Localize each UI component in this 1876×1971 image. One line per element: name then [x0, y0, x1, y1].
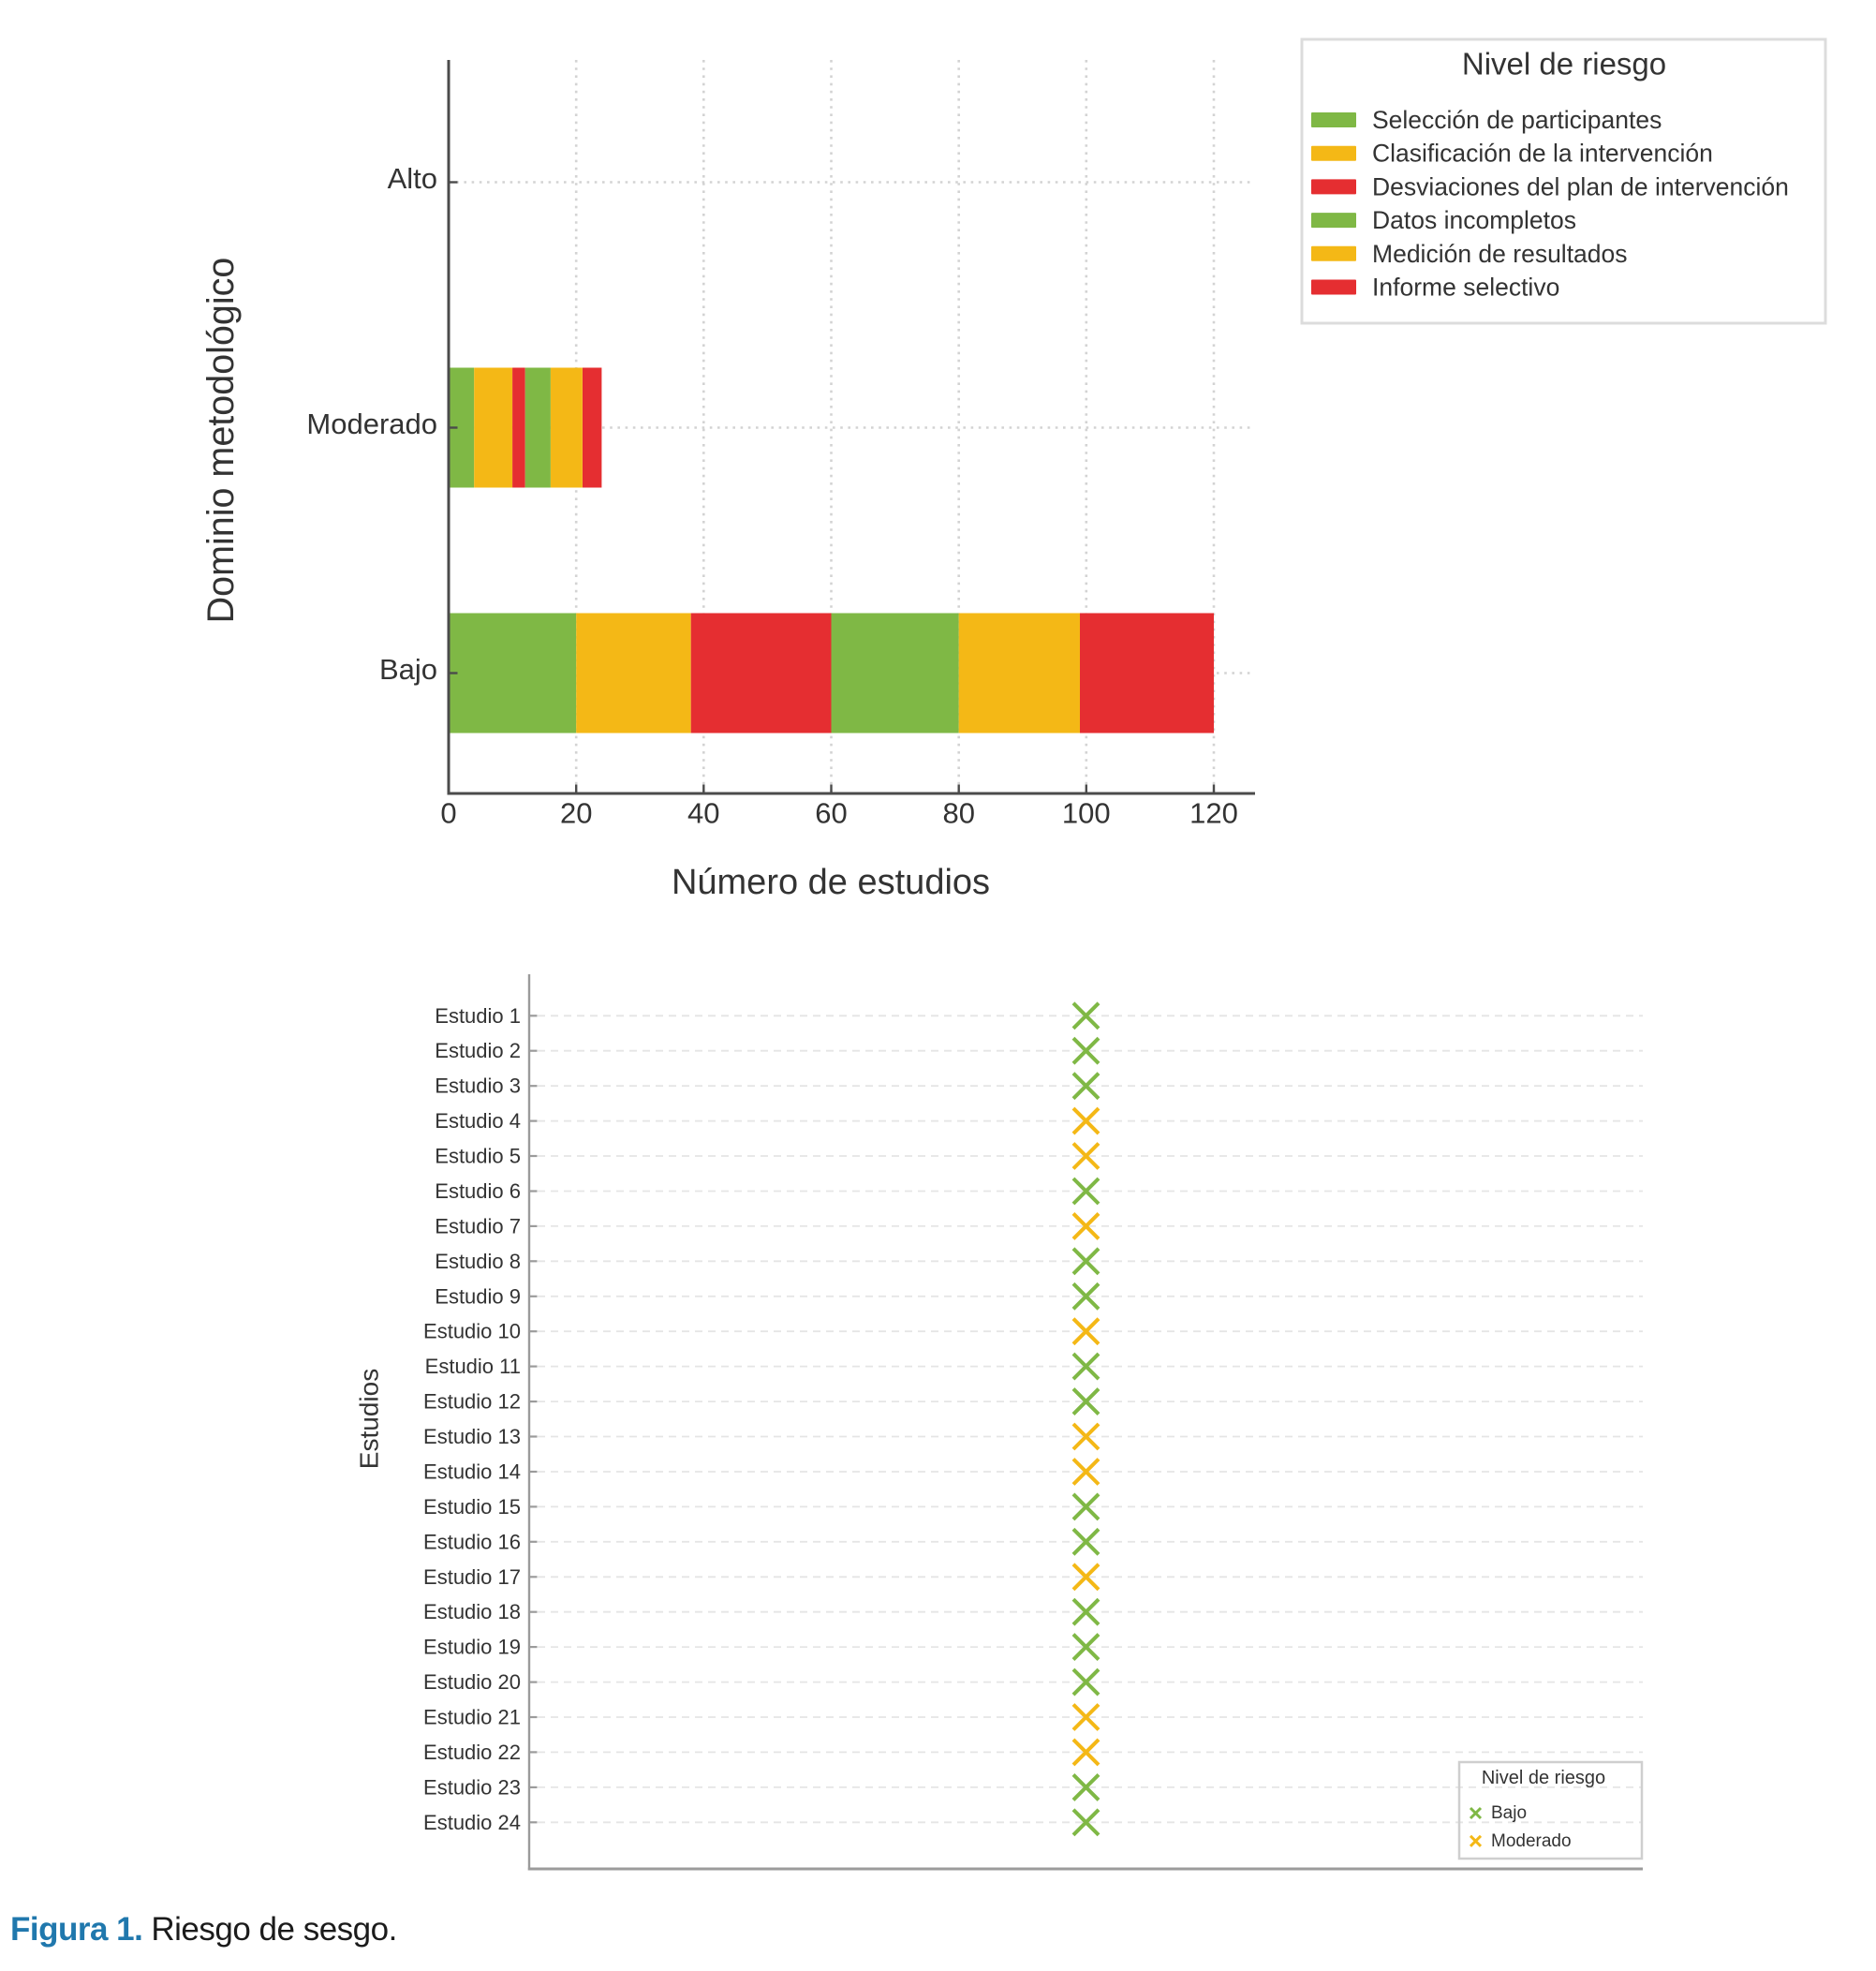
- svg-text:80: 80: [942, 797, 974, 830]
- svg-text:Estudio 3: Estudio 3: [435, 1074, 521, 1098]
- svg-text:Estudio 10: Estudio 10: [423, 1320, 521, 1343]
- svg-text:Estudios: Estudios: [355, 1369, 384, 1469]
- svg-text:40: 40: [687, 797, 719, 830]
- svg-text:Estudio 16: Estudio 16: [423, 1530, 521, 1553]
- svg-text:120: 120: [1189, 797, 1238, 830]
- svg-text:Número de estudios: Número de estudios: [672, 863, 990, 902]
- svg-text:Informe selectivo: Informe selectivo: [1372, 274, 1559, 302]
- svg-text:Dominio metodológico: Dominio metodológico: [200, 258, 242, 624]
- svg-text:Estudio 1: Estudio 1: [435, 1004, 521, 1028]
- svg-text:Desviaciones del plan de inter: Desviaciones del plan de intervención: [1372, 172, 1789, 200]
- svg-text:Estudio 23: Estudio 23: [423, 1775, 521, 1799]
- svg-text:Moderado: Moderado: [306, 408, 437, 440]
- svg-text:Estudio 13: Estudio 13: [423, 1425, 521, 1448]
- svg-text:Bajo: Bajo: [379, 653, 437, 686]
- svg-text:Alto: Alto: [388, 162, 437, 195]
- svg-text:Estudio 11: Estudio 11: [425, 1355, 521, 1378]
- svg-text:Bajo: Bajo: [1491, 1803, 1527, 1823]
- svg-text:Estudio 9: Estudio 9: [435, 1284, 521, 1308]
- svg-text:Estudio 6: Estudio 6: [435, 1179, 521, 1203]
- svg-text:Estudio 20: Estudio 20: [423, 1670, 521, 1694]
- svg-text:Estudio 24: Estudio 24: [423, 1811, 521, 1834]
- svg-text:Nivel de riesgo: Nivel de riesgo: [1482, 1768, 1605, 1788]
- svg-text:Estudio 5: Estudio 5: [435, 1145, 521, 1168]
- svg-text:60: 60: [815, 797, 847, 830]
- svg-text:100: 100: [1062, 797, 1111, 830]
- svg-text:Estudio 18: Estudio 18: [423, 1600, 521, 1623]
- svg-text:Datos incompletos: Datos incompletos: [1372, 206, 1576, 234]
- svg-text:Medición de resultados: Medición de resultados: [1372, 240, 1628, 268]
- svg-text:Moderado: Moderado: [1491, 1831, 1572, 1851]
- svg-text:Estudio 7: Estudio 7: [435, 1214, 521, 1237]
- svg-text:Estudio 12: Estudio 12: [423, 1390, 521, 1414]
- svg-text:Estudio 8: Estudio 8: [435, 1250, 521, 1273]
- svg-text:Estudio 21: Estudio 21: [423, 1706, 521, 1729]
- svg-text:Clasificación de la intervenci: Clasificación de la intervención: [1372, 140, 1713, 168]
- svg-text:Estudio 22: Estudio 22: [423, 1741, 521, 1764]
- svg-text:Estudio 19: Estudio 19: [423, 1636, 521, 1659]
- svg-text:Estudio 14: Estudio 14: [423, 1460, 521, 1484]
- svg-text:Estudio 17: Estudio 17: [423, 1565, 521, 1589]
- svg-text:Estudio 4: Estudio 4: [435, 1109, 521, 1133]
- svg-text:Estudio 15: Estudio 15: [423, 1495, 521, 1519]
- svg-text:20: 20: [560, 797, 592, 830]
- svg-text:Estudio 2: Estudio 2: [435, 1039, 521, 1062]
- svg-text:0: 0: [440, 797, 456, 830]
- svg-text:Nivel de riesgo: Nivel de riesgo: [1462, 47, 1666, 82]
- svg-text:Figura 1.Riesgo de sesgo.: Figura 1. Riesgo de sesgo.: [10, 1911, 397, 1948]
- svg-text:Selección de participantes: Selección de participantes: [1372, 106, 1662, 134]
